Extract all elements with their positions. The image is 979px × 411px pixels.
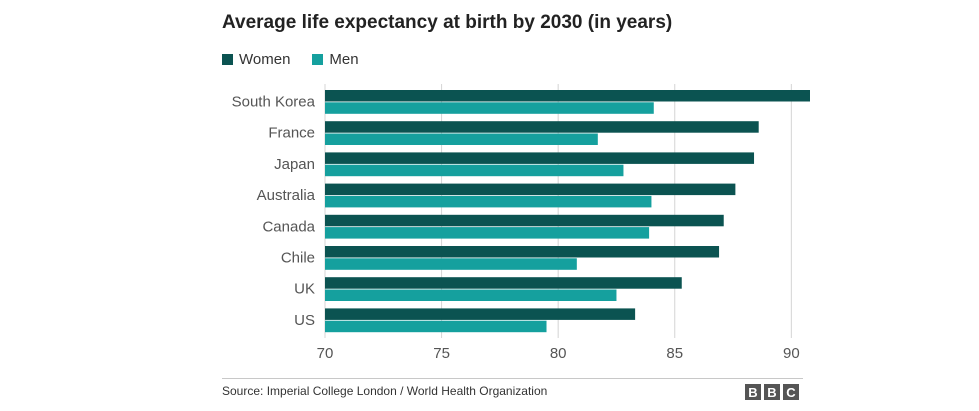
category-label: Chile bbox=[281, 250, 315, 267]
category-label: South Korea bbox=[232, 94, 316, 111]
bar-women bbox=[325, 277, 682, 289]
bar-men bbox=[325, 102, 654, 114]
source-note: Source: Imperial College London / World … bbox=[222, 384, 548, 398]
legend-item-women: Women bbox=[222, 51, 290, 68]
category-label: France bbox=[268, 125, 315, 142]
category-label: UK bbox=[294, 281, 315, 298]
chart-title: Average life expectancy at birth by 2030… bbox=[222, 12, 673, 33]
bar-women bbox=[325, 246, 720, 258]
category-label: Canada bbox=[262, 218, 315, 235]
legend-swatch-men bbox=[312, 53, 324, 65]
bar-men bbox=[325, 289, 617, 301]
bar-women bbox=[325, 121, 759, 133]
legend-item-men: Men bbox=[312, 50, 359, 68]
bar-men bbox=[325, 164, 624, 177]
x-tick-label: 75 bbox=[433, 345, 450, 362]
footer-divider bbox=[222, 378, 803, 379]
legend-label-men: Men bbox=[329, 50, 359, 68]
bar-women bbox=[325, 308, 636, 320]
bar-men bbox=[325, 227, 650, 239]
bar-men bbox=[325, 258, 577, 270]
legend-label-women: Women bbox=[239, 50, 291, 68]
bar-men bbox=[325, 195, 652, 208]
bar-women bbox=[325, 152, 755, 164]
bar-men bbox=[325, 133, 598, 145]
x-axis-ticks: 70 75 80 85 90 bbox=[317, 345, 800, 362]
category-label: Japan bbox=[274, 156, 315, 173]
x-tick-label: 70 bbox=[317, 345, 334, 362]
bbc-logo: B B C bbox=[745, 384, 799, 400]
bar-women bbox=[325, 214, 724, 227]
legend-swatch-women bbox=[222, 53, 233, 65]
bars bbox=[325, 90, 810, 333]
x-tick-label: 90 bbox=[783, 345, 800, 362]
x-tick-label: 85 bbox=[666, 345, 683, 362]
bar-women bbox=[325, 90, 810, 102]
legend: Women Men bbox=[222, 50, 381, 68]
category-label: US bbox=[294, 312, 315, 329]
x-tick-label: 80 bbox=[550, 345, 567, 362]
bar-women bbox=[325, 183, 736, 196]
bar-men bbox=[325, 320, 547, 333]
category-label: Australia bbox=[257, 187, 316, 204]
logo-letter: B bbox=[764, 384, 780, 400]
logo-letter: B bbox=[745, 384, 761, 400]
logo-letter: C bbox=[783, 384, 799, 400]
category-labels: South Korea France Japan Australia Canada Chi… bbox=[232, 94, 316, 329]
